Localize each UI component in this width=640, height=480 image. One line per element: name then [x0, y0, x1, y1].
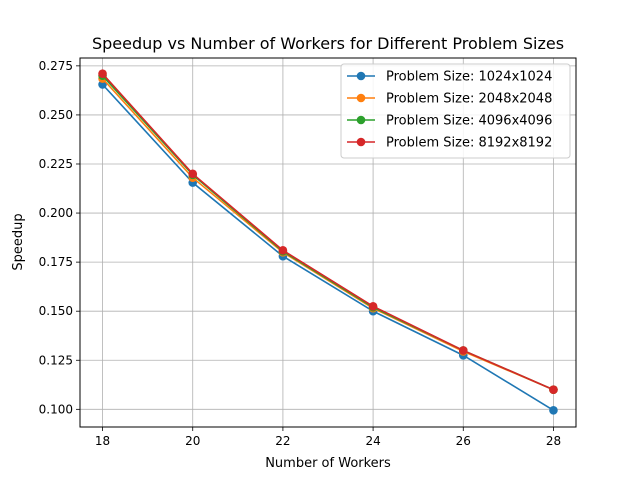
- legend-marker: [356, 115, 366, 125]
- data-point: [98, 69, 107, 79]
- series-layer: [98, 69, 558, 415]
- legend-label: Problem Size: 2048x2048: [386, 92, 552, 107]
- data-point: [458, 346, 468, 355]
- chart-title: Speedup vs Number of Workers for Differe…: [92, 34, 564, 53]
- y-tick-label: 0.175: [39, 255, 73, 269]
- data-point: [549, 385, 558, 395]
- data-point: [278, 246, 288, 255]
- data-point: [549, 406, 558, 415]
- series-4: [98, 69, 558, 395]
- y-tick-label: 0.150: [39, 304, 73, 318]
- legend-label: Problem Size: 4096x4096: [386, 114, 552, 129]
- series-line: [101, 73, 554, 391]
- legend-label: Problem Size: 8192x8192: [386, 136, 552, 151]
- legend-item: Problem Size: 1024x1024: [347, 70, 552, 85]
- data-point: [368, 301, 378, 311]
- data-point: [188, 169, 198, 179]
- series-line: [101, 83, 554, 411]
- legend-item: Problem Size: 4096x4096: [347, 114, 552, 129]
- x-tick-label: 26: [456, 434, 471, 448]
- y-axis: 0.100 0.125 0.150 0.175 0.200 0.225 0.250 0.275: [39, 59, 80, 416]
- legend-label: Problem Size: 1024x1024: [386, 70, 552, 85]
- x-tick-label: 24: [365, 434, 380, 448]
- x-axis-label: Number of Workers: [265, 456, 391, 471]
- y-tick-label: 0.100: [39, 402, 73, 416]
- y-tick-label: 0.275: [39, 59, 73, 73]
- y-tick-label: 0.225: [39, 157, 73, 171]
- x-axis: 18 20 22 24 26 28: [95, 427, 561, 448]
- y-tick-label: 0.250: [39, 108, 73, 122]
- legend-item: Problem Size: 8192x8192: [347, 136, 552, 151]
- legend-frame: [340, 63, 571, 159]
- legend-marker: [356, 71, 366, 81]
- x-tick-label: 18: [95, 434, 110, 448]
- legend-marker: [356, 137, 366, 147]
- legend-item: Problem Size: 2048x2048: [347, 92, 552, 107]
- x-tick-label: 20: [185, 434, 200, 448]
- x-tick-label: 22: [275, 434, 290, 448]
- y-tick-label: 0.125: [39, 353, 73, 367]
- y-tick-label: 0.200: [39, 206, 73, 220]
- x-tick-label: 28: [546, 434, 561, 448]
- legend-marker: [356, 93, 366, 103]
- data-point: [98, 80, 107, 89]
- legend: Problem Size: 1024x1024 Problem Size: 204…: [340, 63, 571, 159]
- plot-frame: [79, 57, 577, 428]
- y-axis-label: Speedup: [11, 213, 26, 270]
